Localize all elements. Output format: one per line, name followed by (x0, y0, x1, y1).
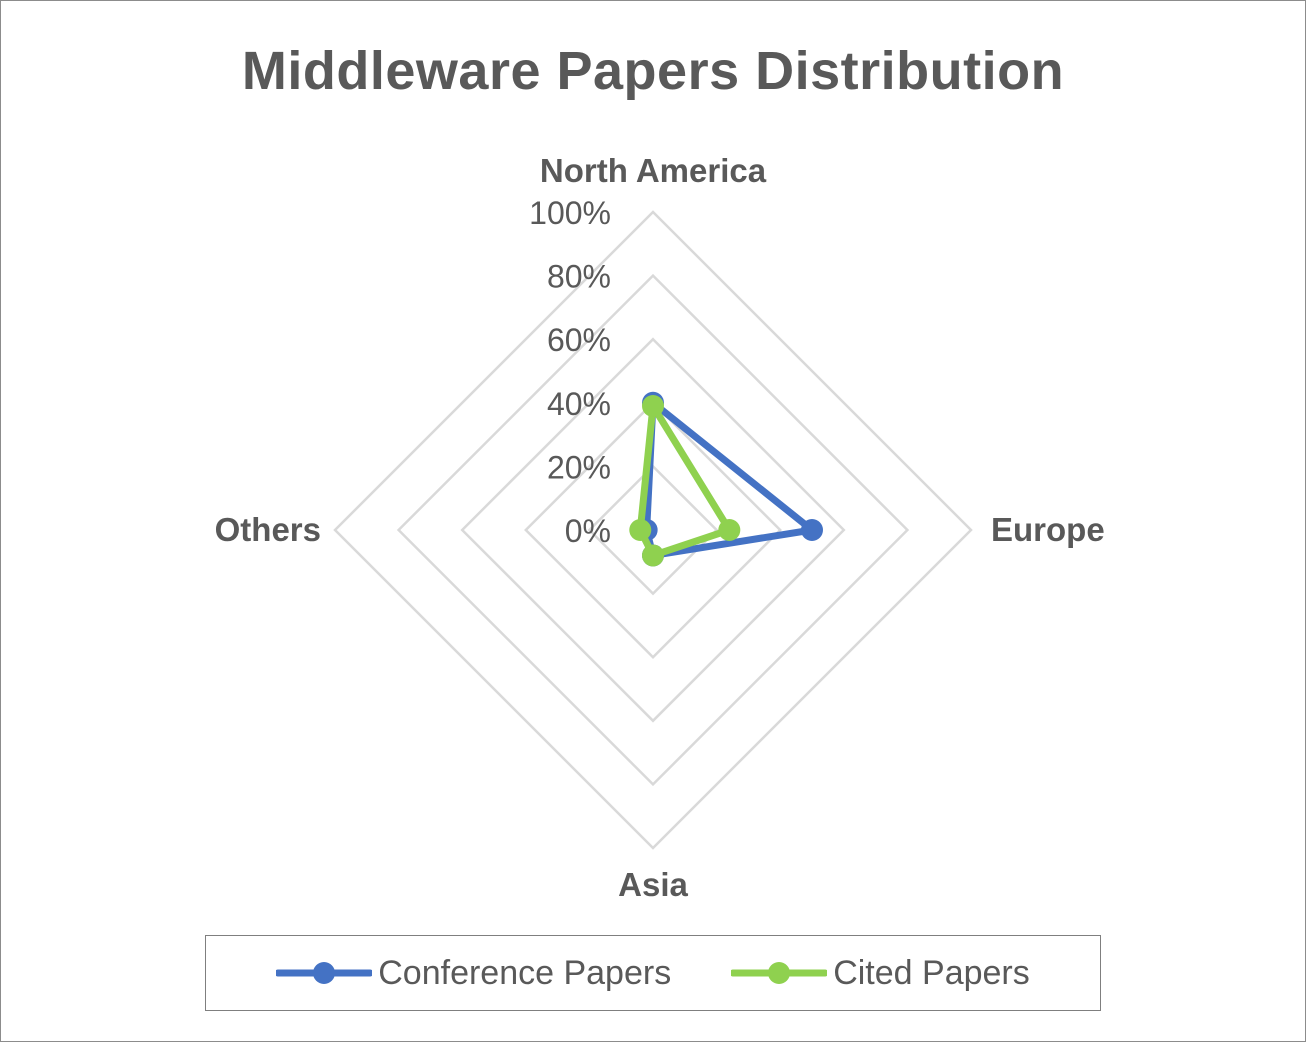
radial-tick-label: 80% (547, 259, 611, 295)
grid-ring (333, 210, 973, 850)
series-point[interactable] (629, 519, 652, 541)
radial-tick-label: 0% (565, 513, 611, 549)
legend-item-cited[interactable]: Cited Papers (731, 954, 1030, 993)
category-labels: North America Europe Asia Others (215, 152, 1105, 903)
grid-ring (524, 401, 782, 659)
series-1 (629, 394, 741, 567)
legend-item-conference[interactable]: Conference Papers (276, 954, 671, 993)
radial-tick-label: 100% (529, 195, 611, 231)
radial-tick-labels: 0% 20% 40% 60% 80% 100% (529, 195, 611, 549)
category-label: Asia (618, 866, 688, 903)
legend-label-conference: Conference Papers (378, 953, 672, 992)
grid-ring (396, 273, 910, 787)
series-point[interactable] (801, 519, 823, 541)
radial-tick-label: 40% (547, 386, 611, 422)
chart-title: Middleware Papers Distribution (241, 41, 1065, 101)
grid-ring (460, 337, 846, 723)
category-label: Europe (991, 511, 1105, 548)
legend-swatch-cited (731, 962, 828, 984)
category-label: North America (540, 152, 767, 189)
grid-ring (587, 464, 719, 596)
series-point[interactable] (642, 394, 664, 417)
radial-tick-label: 20% (547, 449, 611, 485)
category-label: Others (215, 511, 321, 548)
legend-swatch-conference (276, 962, 373, 984)
series-point[interactable] (718, 519, 741, 541)
legend-label-cited: Cited Papers (833, 953, 1030, 992)
legend: Conference Papers Cited Papers (205, 935, 1101, 1011)
radar-grid (333, 210, 973, 850)
radial-tick-label: 60% (547, 322, 611, 358)
series-layer (629, 391, 823, 567)
series-point[interactable] (642, 544, 664, 567)
